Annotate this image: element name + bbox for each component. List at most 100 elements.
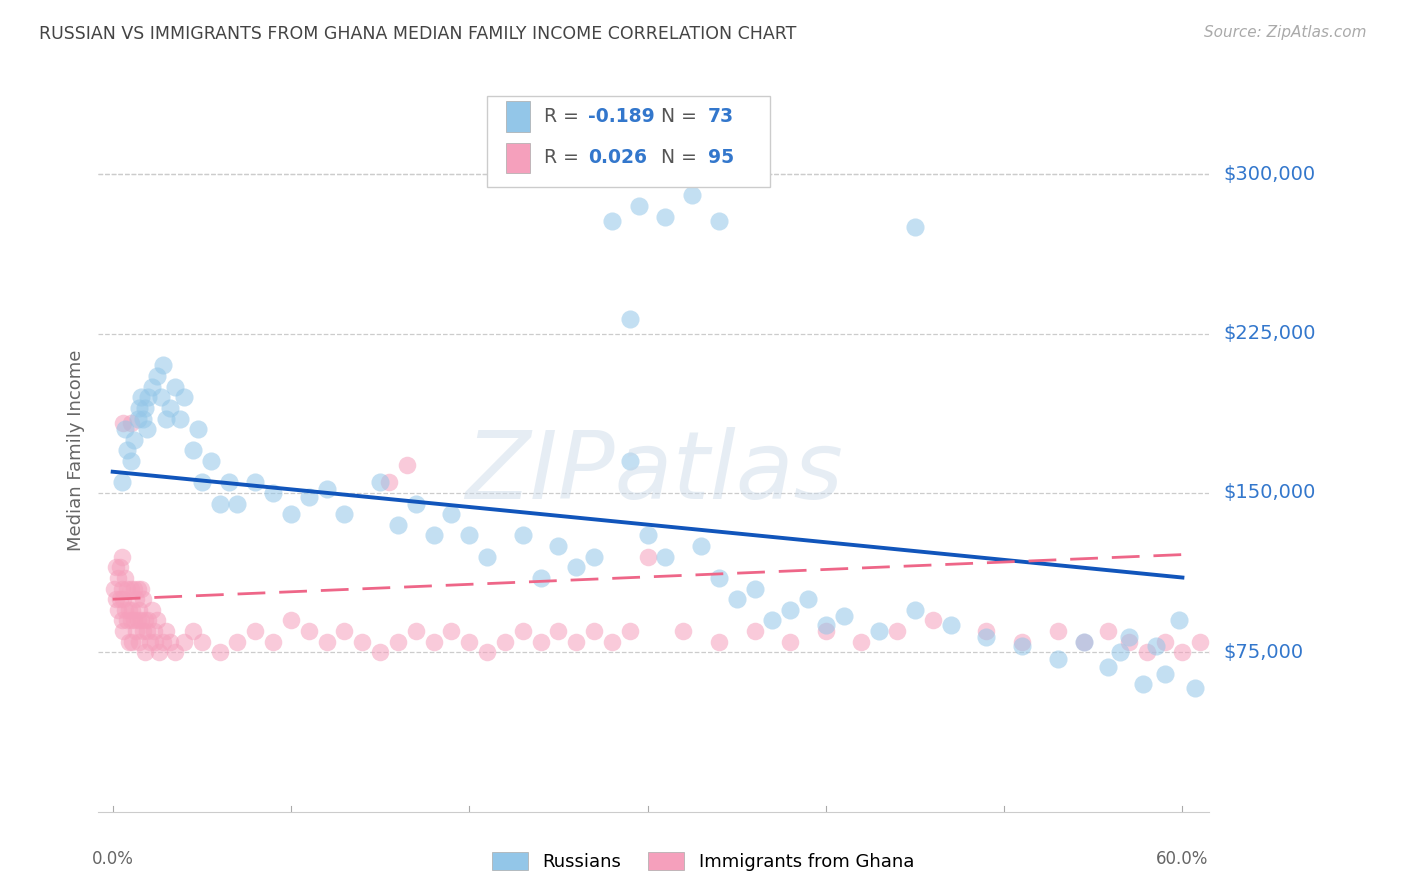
Point [169,411,191,425]
Point [218,475,240,490]
Point [405,624,427,639]
Point [129,390,152,404]
Point [129,582,152,596]
Point [458,634,481,648]
Point [114,422,136,436]
Point [494,634,516,648]
Point [115,614,138,628]
Point [115,443,138,458]
Point [262,634,284,648]
Point [149,390,172,404]
Point [110,475,132,490]
Point [387,517,409,532]
Point [120,454,142,468]
Point [127,411,149,425]
Point [1011,639,1033,653]
Point [134,401,156,415]
Point [600,214,623,228]
Point [654,210,676,224]
Point [547,624,569,639]
Point [440,507,463,521]
Point [107,571,129,585]
Point [112,624,135,639]
Point [1206,645,1229,659]
Point [112,592,135,607]
Point [779,634,801,648]
Point [155,624,177,639]
Point [142,624,165,639]
Point [637,528,659,542]
Point [173,390,195,404]
Point [139,634,162,648]
Point [440,624,463,639]
Point [110,582,132,596]
Point [110,614,132,628]
Point [600,634,623,648]
Point [138,390,160,404]
Point [107,603,129,617]
Point [627,199,650,213]
Point [619,311,641,326]
Point [159,634,181,648]
Point [672,624,695,639]
Point [744,582,766,596]
Point [1153,666,1175,681]
Legend: Russians, Immigrants from Ghana: Russians, Immigrants from Ghana [485,846,921,879]
Text: 73: 73 [709,107,734,126]
Point [120,614,142,628]
Point [191,634,214,648]
Point [368,645,391,659]
Point [108,592,131,607]
Point [112,416,135,430]
Point [132,592,155,607]
Bar [506,102,530,132]
Point [583,624,606,639]
Point [512,528,534,542]
Point [654,549,676,564]
Point [108,560,131,574]
Point [129,614,152,628]
Point [134,645,156,659]
Text: RUSSIAN VS IMMIGRANTS FROM GHANA MEDIAN FAMILY INCOME CORRELATION CHART: RUSSIAN VS IMMIGRANTS FROM GHANA MEDIAN … [39,25,797,43]
Point [114,603,136,617]
Point [707,214,730,228]
Point [725,592,748,607]
Point [921,614,943,628]
Point [904,603,927,617]
Point [103,582,125,596]
Point [181,443,204,458]
Point [110,549,132,564]
Point [779,603,801,617]
Point [352,634,374,648]
Point [1167,614,1189,628]
Point [744,624,766,639]
Point [832,609,855,624]
Text: 95: 95 [709,148,734,168]
Point [851,634,873,648]
Point [127,582,149,596]
Point [1189,634,1212,648]
Point [1109,645,1132,659]
Point [315,634,337,648]
Point [245,624,267,639]
Text: $150,000: $150,000 [1223,483,1316,502]
Point [547,539,569,553]
Point [333,507,356,521]
Point [1046,624,1069,639]
Point [165,645,187,659]
FancyBboxPatch shape [486,96,770,186]
Point [165,380,187,394]
Text: -0.189: -0.189 [588,107,655,126]
Point [868,624,890,639]
Point [939,617,962,632]
Point [707,634,730,648]
Point [148,645,170,659]
Point [405,497,427,511]
Point [475,549,498,564]
Point [280,614,302,628]
Point [681,188,703,202]
Point [105,592,128,607]
Point [707,571,730,585]
Text: R =: R = [544,148,585,168]
Y-axis label: Median Family Income: Median Family Income [66,350,84,551]
